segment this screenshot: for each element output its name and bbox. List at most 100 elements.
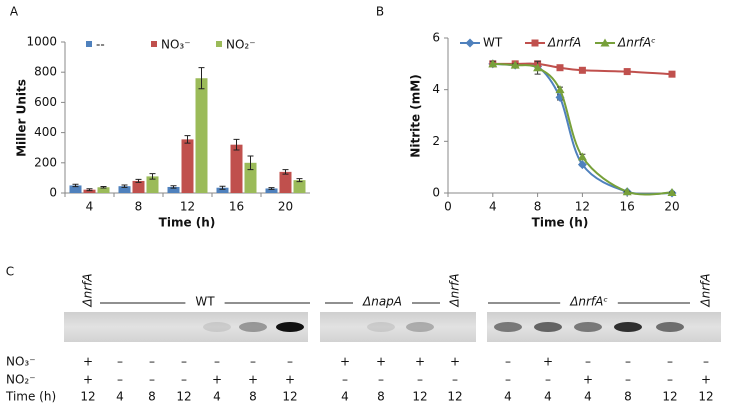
- y-tick-label: 200: [34, 155, 57, 169]
- series-line: [492, 62, 673, 196]
- row-value: –: [117, 355, 123, 369]
- row-value: –: [214, 355, 220, 369]
- x-tick-label: 8: [534, 200, 542, 214]
- x-tick-label: 20: [278, 200, 293, 214]
- legend-label: NO₃⁻: [161, 38, 191, 52]
- row-value: +: [83, 373, 93, 387]
- bar: [69, 185, 82, 193]
- error-bar: [170, 185, 177, 189]
- row-value: +: [583, 373, 593, 387]
- legend-swatch: [151, 41, 157, 47]
- y-tick-label: 0: [432, 186, 440, 200]
- row-value: +: [450, 355, 460, 369]
- point: [556, 64, 564, 72]
- y-tick-label: 600: [34, 95, 57, 109]
- point: [533, 63, 543, 72]
- row-label: NO₃⁻: [6, 355, 36, 369]
- row-value: +: [212, 373, 222, 387]
- bar: [83, 189, 96, 193]
- legend-label: NO₂⁻: [226, 38, 256, 52]
- row-value: +: [376, 355, 386, 369]
- error-bar: [268, 187, 275, 190]
- row-value: 12: [176, 390, 191, 404]
- row-value: 12: [282, 390, 297, 404]
- point: [623, 68, 631, 76]
- point: [488, 59, 498, 68]
- error-bar: [233, 138, 240, 151]
- row-value: 4: [213, 390, 221, 404]
- row-value: –: [625, 373, 631, 387]
- error-bar: [282, 169, 289, 175]
- row-value: –: [181, 355, 187, 369]
- y-tick-label: 1000: [26, 35, 57, 49]
- row-value: –: [667, 355, 673, 369]
- bar: [279, 171, 292, 193]
- legend-swatch: [86, 41, 92, 47]
- row-value: +: [701, 373, 711, 387]
- error-bar: [121, 184, 128, 188]
- band: [534, 322, 562, 332]
- row-value: 8: [624, 390, 632, 404]
- y-tick-label: 400: [34, 125, 57, 139]
- legend-label: --: [96, 38, 105, 52]
- row-value: –: [149, 355, 155, 369]
- legend-marker: [531, 39, 539, 47]
- legend-swatch: [216, 41, 222, 47]
- bar: [216, 187, 229, 193]
- strain-label: ΔnrfA: [448, 273, 462, 307]
- x-tick-label: 4: [86, 200, 94, 214]
- x-tick-label: 0: [444, 200, 452, 214]
- row-value: 12: [412, 390, 427, 404]
- series-line: [492, 62, 673, 196]
- row-value: –: [149, 373, 155, 387]
- row-value: 4: [584, 390, 592, 404]
- row-value: 4: [544, 390, 552, 404]
- strain-label: ΔnapA: [362, 295, 402, 309]
- row-label: Time (h): [5, 390, 56, 404]
- legend-label: ΔnrfAᶜ: [617, 36, 656, 50]
- gel-box: [320, 312, 476, 342]
- error-bar: [198, 67, 205, 90]
- row-value: 4: [341, 390, 349, 404]
- row-value: +: [543, 355, 553, 369]
- point: [667, 187, 677, 196]
- bar: [265, 188, 278, 193]
- x-tick-label: 12: [180, 200, 195, 214]
- row-value: –: [342, 373, 348, 387]
- band: [367, 322, 395, 332]
- error-bar: [135, 178, 142, 183]
- row-value: –: [625, 355, 631, 369]
- x-tick-label: 16: [620, 200, 635, 214]
- row-value: –: [181, 373, 187, 387]
- row-value: 12: [80, 390, 95, 404]
- error-bar: [149, 173, 156, 180]
- bar: [181, 139, 194, 193]
- y-axis-title: Miller Units: [15, 79, 29, 157]
- gel-box: [487, 312, 721, 342]
- legend-marker: [465, 38, 475, 48]
- bar: [167, 186, 180, 193]
- row-value: +: [340, 355, 350, 369]
- strain-label: WT: [195, 295, 215, 309]
- row-value: –: [452, 373, 458, 387]
- error-bar: [86, 188, 93, 192]
- x-tick-label: 20: [664, 200, 679, 214]
- y-tick-label: 0: [49, 186, 57, 200]
- y-tick-label: 2: [432, 134, 440, 148]
- bar: [132, 180, 145, 193]
- band: [276, 322, 304, 332]
- row-value: –: [505, 355, 511, 369]
- row-value: –: [250, 355, 256, 369]
- point: [668, 70, 676, 78]
- error-bar: [72, 183, 79, 188]
- error-bar: [100, 186, 107, 189]
- row-value: +: [83, 355, 93, 369]
- row-value: 12: [662, 390, 677, 404]
- x-tick-label: 8: [135, 200, 143, 214]
- bar: [118, 186, 131, 193]
- x-tick-label: 12: [575, 200, 590, 214]
- bar: [195, 78, 208, 193]
- point: [578, 66, 586, 74]
- bar: [146, 176, 159, 193]
